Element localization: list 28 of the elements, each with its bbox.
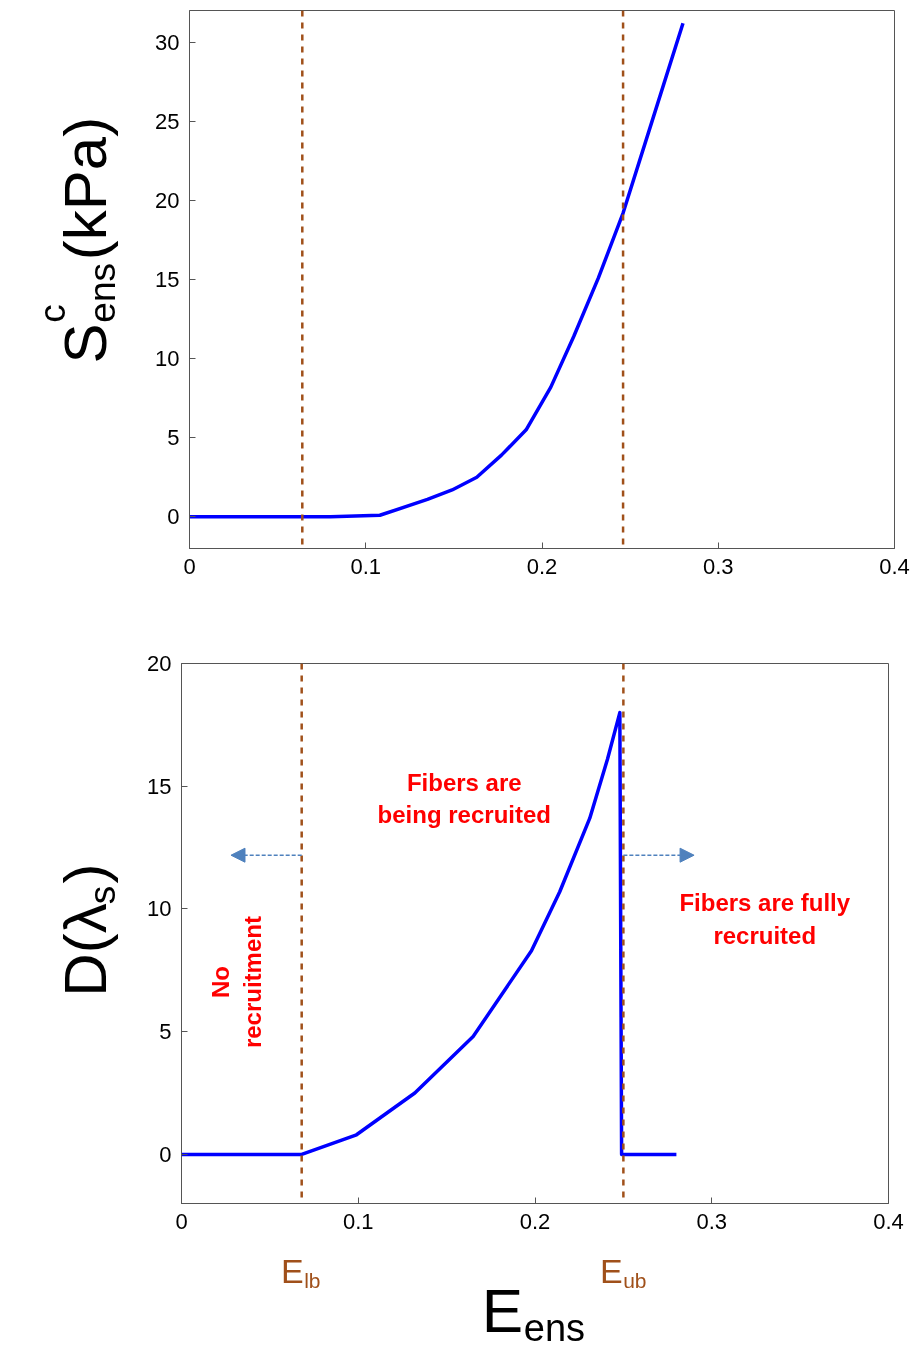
y-tick-label: 20	[155, 187, 180, 213]
x-tick-label: 0.4	[879, 553, 910, 579]
y-tick-label: 15	[147, 773, 172, 799]
line-series	[189, 21, 685, 519]
y-tick-label: 10	[155, 346, 180, 372]
x-tick-label: 0.4	[873, 1208, 904, 1234]
line-series	[181, 710, 679, 1157]
x-tick-label: 0.3	[702, 553, 734, 579]
x-tick-label: 0.2	[519, 1208, 551, 1234]
y-tick-label: 5	[167, 425, 180, 451]
x-tick-label: 0.2	[526, 553, 558, 579]
y-tick-label: 0	[167, 504, 180, 530]
y-axis-title: D(λs)	[52, 863, 123, 997]
y-axis-title: Scens(kPa)	[32, 116, 123, 364]
annotation: Fibers are fully recruited	[679, 889, 851, 949]
y-tick-label: 10	[147, 896, 172, 922]
x-tick-label: 0.1	[350, 553, 382, 579]
y-tick-label: 15	[155, 267, 180, 292]
y-tick-label: 0	[159, 1141, 172, 1167]
y-tick-label: 5	[159, 1019, 172, 1045]
y-tick-label: 20	[147, 651, 172, 676]
x-tick-label: 0.3	[696, 1208, 728, 1234]
annotation: Fibers are being recruited	[377, 768, 551, 829]
x-tick-label: 0	[183, 553, 196, 579]
y-tick-label: 25	[155, 108, 180, 134]
y-tick-label: 30	[155, 29, 180, 55]
x-tick-label: 0.1	[342, 1208, 374, 1234]
annotation: No recruitment	[206, 916, 267, 1049]
